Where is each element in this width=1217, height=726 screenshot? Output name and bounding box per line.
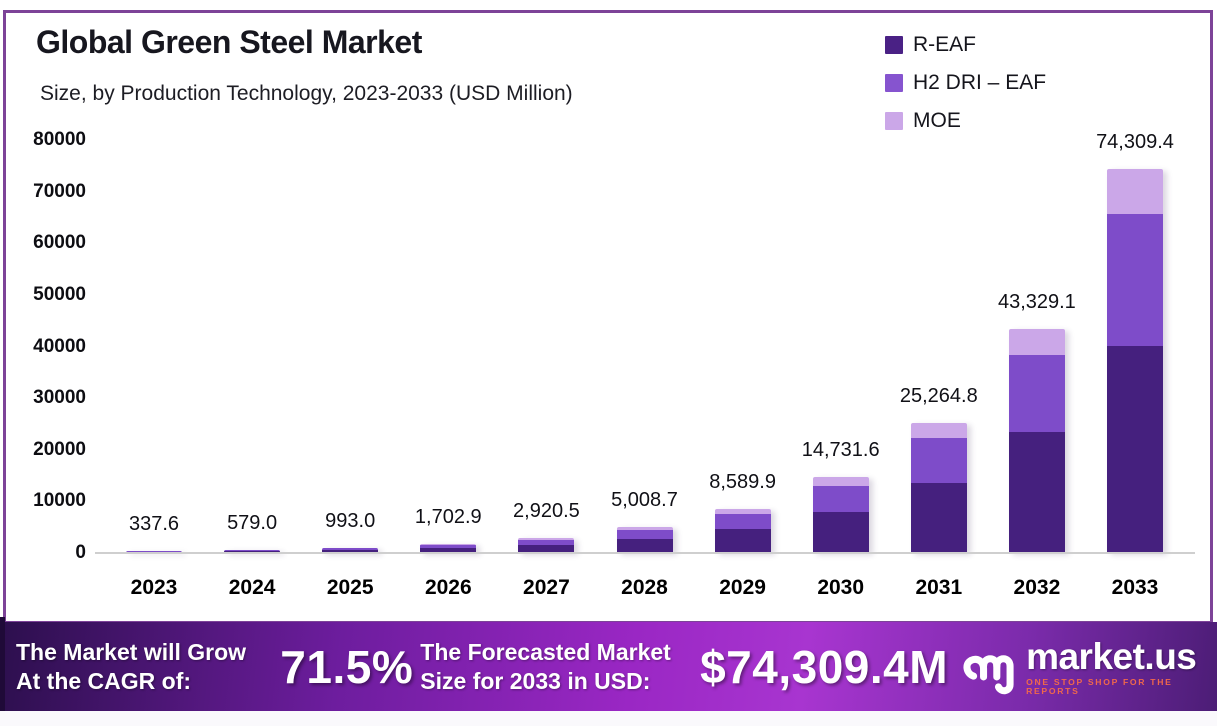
bar-total-label: 1,702.9 (414, 506, 482, 529)
stacked-bar-2028 (616, 527, 673, 553)
bar-total-label: 14,731.6 (801, 438, 880, 461)
legend-item: R-EAF (885, 26, 1046, 64)
bar-total-label: 25,264.8 (899, 384, 978, 407)
bar-total-label: 74,309.4 (1096, 131, 1174, 154)
page-footer-strip (0, 711, 1217, 726)
x-tick-label: 2028 (621, 576, 668, 599)
bar-segment-h2-dri-eaf (322, 548, 379, 551)
bar-total-label: 43,329.1 (997, 291, 1076, 314)
bar-segment-moe (518, 537, 575, 540)
bar-segment-r-eaf (420, 548, 477, 553)
stacked-bar-2030 (812, 476, 869, 553)
bar-segment-h2-dri-eaf (518, 539, 575, 545)
x-tick-label: 2024 (228, 576, 276, 599)
bar-segment-moe (714, 508, 771, 514)
y-tick-label: 80000 (33, 129, 86, 150)
legend-label: H2 DRI – EAF (913, 71, 1047, 94)
cagr-label-line1: The Market will Grow (16, 639, 247, 666)
forecast-label-line2: Size for 2033 in USD: (420, 667, 651, 694)
bar-segment-moe (616, 527, 673, 531)
bar-total-label: 5,008.7 (611, 489, 678, 512)
bar-segment-moe (322, 547, 379, 549)
legend-label: MOE (913, 109, 961, 132)
bar-segment-h2-dri-eaf (1107, 213, 1163, 346)
legend-swatch-icon (885, 36, 903, 54)
market-us-logo-icon (963, 654, 1014, 694)
bar-segment-r-eaf (910, 482, 967, 553)
bar-total-label: 2,920.5 (513, 499, 580, 522)
stacked-bar-2027 (518, 537, 575, 553)
bar-total-label: 993.0 (325, 509, 376, 532)
stacked-bar-2025 (322, 547, 379, 553)
bar-segment-r-eaf (322, 550, 379, 553)
y-tick-label: 0 (75, 542, 86, 563)
x-tick-label: 2029 (719, 576, 766, 599)
x-tick-label: 2033 (1111, 576, 1159, 599)
x-tick-label: 2026 (424, 576, 472, 599)
bar-segment-h2-dri-eaf (910, 437, 967, 483)
bottom-banner: The Market will Grow At the CAGR of: 71.… (0, 617, 1217, 716)
y-tick-label: 70000 (33, 180, 86, 202)
bar-segment-h2-dri-eaf (224, 550, 281, 552)
bar-segment-r-eaf (1107, 345, 1163, 553)
cagr-label-line2: At the CAGR of: (16, 667, 192, 694)
x-tick-label: 2023 (130, 576, 178, 599)
bar-segment-r-eaf (812, 511, 869, 553)
bar-segment-r-eaf (518, 544, 575, 553)
bar-segment-moe (910, 422, 967, 438)
y-tick-label: 20000 (33, 438, 86, 460)
stacked-bar-2031 (910, 422, 967, 553)
x-tick-label: 2032 (1013, 576, 1061, 599)
y-tick-label: 60000 (33, 232, 86, 254)
bar-segment-h2-dri-eaf (616, 530, 673, 540)
y-tick-label: 50000 (33, 283, 86, 305)
chart-title: Global Green Steel Market (36, 24, 422, 60)
legend-item: MOE (885, 102, 1046, 140)
bar-total-label: 8,589.9 (709, 470, 776, 493)
legend-swatch-icon (885, 74, 903, 92)
brand-name: market.us (1026, 635, 1197, 677)
bar-segment-r-eaf (714, 529, 771, 553)
banner-fold (0, 617, 5, 716)
forecast-label: The Forecasted Market Size for 2033 in U… (420, 638, 692, 694)
x-axis-line (95, 552, 1195, 554)
stacked-bar-2029 (714, 508, 771, 553)
cagr-value: 71.5% (280, 640, 414, 693)
y-tick-label: 40000 (33, 335, 86, 357)
bar-segment-moe (1008, 329, 1065, 356)
stacked-bar-2033 (1107, 169, 1163, 553)
x-tick-label: 2030 (817, 576, 865, 599)
legend-item: H2 DRI – EAF (885, 64, 1046, 102)
bar-total-label: 337.6 (128, 513, 180, 536)
forecast-label-line1: The Forecasted Market (420, 639, 671, 666)
stacked-bar-2026 (420, 544, 477, 553)
stacked-bar-2032 (1008, 329, 1065, 553)
bar-segment-r-eaf (1008, 432, 1065, 553)
legend: R-EAF H2 DRI – EAF MOE (885, 26, 1046, 140)
forecast-value: $74,309.4M (700, 640, 949, 693)
bar-segment-moe (812, 476, 869, 486)
chart-subtitle: Size, by Production Technology, 2023-203… (40, 82, 573, 105)
x-tick-label: 2031 (915, 576, 963, 599)
y-tick-label: 10000 (33, 490, 86, 512)
bar-segment-moe (1107, 169, 1163, 214)
x-tick-label: 2025 (326, 576, 374, 599)
bar-segment-r-eaf (616, 539, 673, 553)
x-tick-label: 2027 (523, 576, 570, 599)
brand-tagline: ONE STOP SHOP FOR THE REPORTS (1026, 676, 1173, 696)
legend-label: R-EAF (913, 33, 976, 56)
brand-logo: market.us ONE STOP SHOP FOR THE REPORTS (962, 636, 1217, 698)
cagr-label: The Market will Grow At the CAGR of: (16, 638, 280, 694)
bar-segment-h2-dri-eaf (126, 551, 182, 553)
y-tick-label: 30000 (33, 387, 86, 409)
bar-total-label: 579.0 (227, 512, 278, 534)
bar-segment-h2-dri-eaf (812, 485, 869, 512)
bar-segment-h2-dri-eaf (714, 513, 771, 530)
bar-segment-h2-dri-eaf (1008, 355, 1065, 433)
legend-swatch-icon (885, 112, 903, 130)
bar-segment-moe (420, 544, 477, 546)
bar-segment-h2-dri-eaf (420, 545, 477, 549)
